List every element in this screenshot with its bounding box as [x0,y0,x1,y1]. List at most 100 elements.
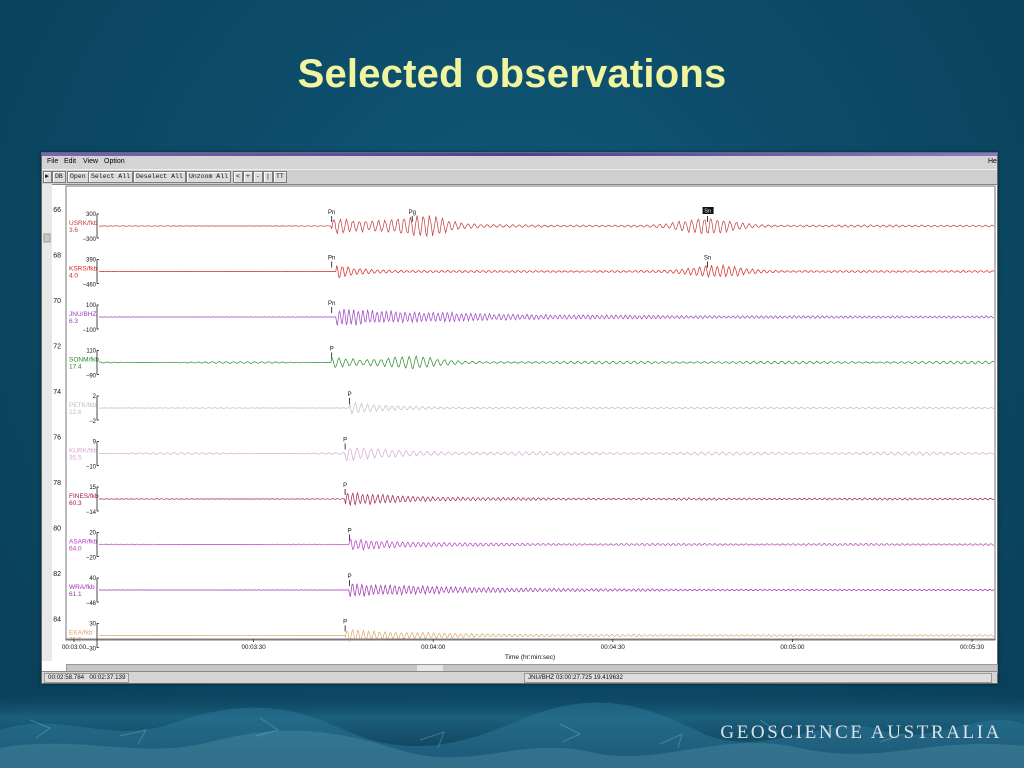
toolbar-tt-button[interactable]: TT [273,171,287,183]
trace-distance-label: 22.6 [69,409,82,416]
trace-amplitude-bracket [96,486,99,512]
seismic-viewer-window: File Edit View Option He ► DB Open Selec… [41,152,998,684]
vertical-scroll-thumb[interactable] [43,233,51,243]
seismogram-trace[interactable] [98,355,995,369]
phase-pick-label: Pn [328,256,335,262]
trace-ymin-label: −100 [82,328,96,334]
trace-distance-label: 64.0 [69,546,82,553]
trace-ymin-label: −30 [86,647,97,653]
menu-file[interactable]: File [47,158,59,165]
trace-index-label: 74 [53,389,61,396]
trace-ymax-label: 100 [86,303,97,309]
menu-edit[interactable]: Edit [64,158,77,165]
trace-index-label: 66 [53,207,61,214]
trace-amplitude-bracket [96,213,99,239]
trace-distance-label: 35.5 [69,455,82,462]
trace-ymax-label: 30 [89,622,96,628]
trace-ymin-label: −300 [82,237,96,243]
trace-amplitude-bracket [96,304,99,330]
time-axis-tick-label: 00:04:30 [601,644,626,651]
menu-option[interactable]: Option [104,158,125,165]
trace-station-label: SONM/fkb [69,357,99,364]
phase-pick-box [702,207,714,214]
slide-title: Selected observations [297,52,727,96]
trace-index-label: 80 [53,526,61,533]
menu-bar: File Edit View Option He [42,156,997,169]
menu-help[interactable]: He [988,158,997,165]
terrain-relief-image [0,690,1024,768]
toolbar-arrow-icon[interactable]: ► [43,171,52,183]
toolbar-marker-button[interactable]: | [263,171,273,183]
toolbar-zoom-in-button[interactable]: + [243,171,253,183]
trace-distance-label: 75.5 [69,637,82,644]
trace-amplitude-bracket [96,441,99,466]
phase-pick-label: P [343,438,347,444]
seismogram-trace[interactable] [98,402,995,415]
phase-pick-label: P [348,574,352,580]
seismogram-trace[interactable] [98,215,995,238]
trace-ymin-label: −10 [86,465,97,471]
trace-ymin-label: −460 [82,283,96,289]
trace-station-label: FINES/fkb [69,493,99,500]
trace-station-label: EKA/fkb [69,630,93,637]
phase-pick-label: P [348,392,352,398]
toolbar-db-button[interactable]: DB [52,171,66,183]
status-cursor-time: 00:02:58.784 00:02:37.139 [44,673,130,683]
trace-index-label: 76 [53,435,61,442]
toolbar-zoom-out-button[interactable]: - [253,171,263,183]
phase-pick-label: Pn [328,210,335,216]
trace-ymin-label: −90 [86,374,97,380]
trace-ymin-label: −46 [86,601,97,607]
trace-index-label: 68 [53,253,61,260]
toolbar-select-all-button[interactable]: Select All [88,171,134,183]
trace-ymax-label: 9 [93,440,97,446]
toolbar: ► DB Open Select All Deselect All Unzoom… [42,169,997,185]
trace-station-label: PETK/fkb [69,402,97,409]
trace-ymax-label: 300 [86,212,97,218]
trace-station-label: ASAR/fkb [69,539,98,546]
phase-pick-label: Sn [704,209,711,215]
seismogram-trace[interactable] [99,491,995,507]
toolbar-unzoom-all-button[interactable]: Unzoom All [186,171,232,183]
seismogram-trace[interactable] [98,447,994,462]
trace-station-label: KSRS/fkb [69,266,98,273]
time-axis-tick-label: 00:04:00 [421,644,446,651]
status-time-2: 00:02:37.139 [89,674,126,681]
trace-amplitude-bracket [96,623,99,648]
trace-index-label: 78 [53,480,61,487]
trace-ymax-label: 40 [89,576,96,582]
trace-ymax-label: 2 [93,394,97,400]
trace-index-label: 84 [53,617,61,624]
status-time-1: 00:02:58.784 [48,674,85,681]
trace-ymin-label: −2 [89,419,97,425]
scrollbar-thumb[interactable] [417,665,443,672]
seismogram-trace[interactable] [98,628,995,643]
seismogram-trace[interactable] [99,583,995,598]
trace-station-label: JNU/BHZ [69,311,96,318]
time-axis-title: Time (hr:min:sec) [505,654,555,661]
toolbar-scroll-left-button[interactable]: < [233,171,243,183]
trace-ymax-label: 15 [89,485,96,491]
phase-pick-label: P [348,529,352,535]
trace-distance-label: 61.1 [69,591,82,598]
vertical-scroll-gutter [42,184,52,661]
trace-amplitude-bracket [96,577,99,603]
menu-view[interactable]: View [83,158,99,165]
trace-station-label: USRK/fkb [69,220,98,227]
trace-ymax-label: 20 [89,531,96,537]
seismogram-trace[interactable] [98,538,995,552]
trace-distance-label: 4.0 [69,273,78,280]
trace-amplitude-bracket [96,395,99,421]
phase-pick-label: Pn [328,301,335,307]
trace-ymax-label: 390 [86,258,97,264]
toolbar-open-button[interactable]: Open [67,171,89,183]
trace-amplitude-bracket [96,259,99,284]
status-bar: 00:02:58.784 00:02:37.139 JNU/BHZ 03:00:… [42,671,997,683]
seismogram-trace[interactable] [98,308,995,326]
time-axis-tick-label: 00:03:30 [242,644,267,651]
seismogram-trace[interactable] [98,263,995,279]
trace-ymax-label: 110 [86,349,96,355]
toolbar-deselect-all-button[interactable]: Deselect All [133,171,186,183]
time-axis-tick-label: 00:03:00 [62,644,87,651]
